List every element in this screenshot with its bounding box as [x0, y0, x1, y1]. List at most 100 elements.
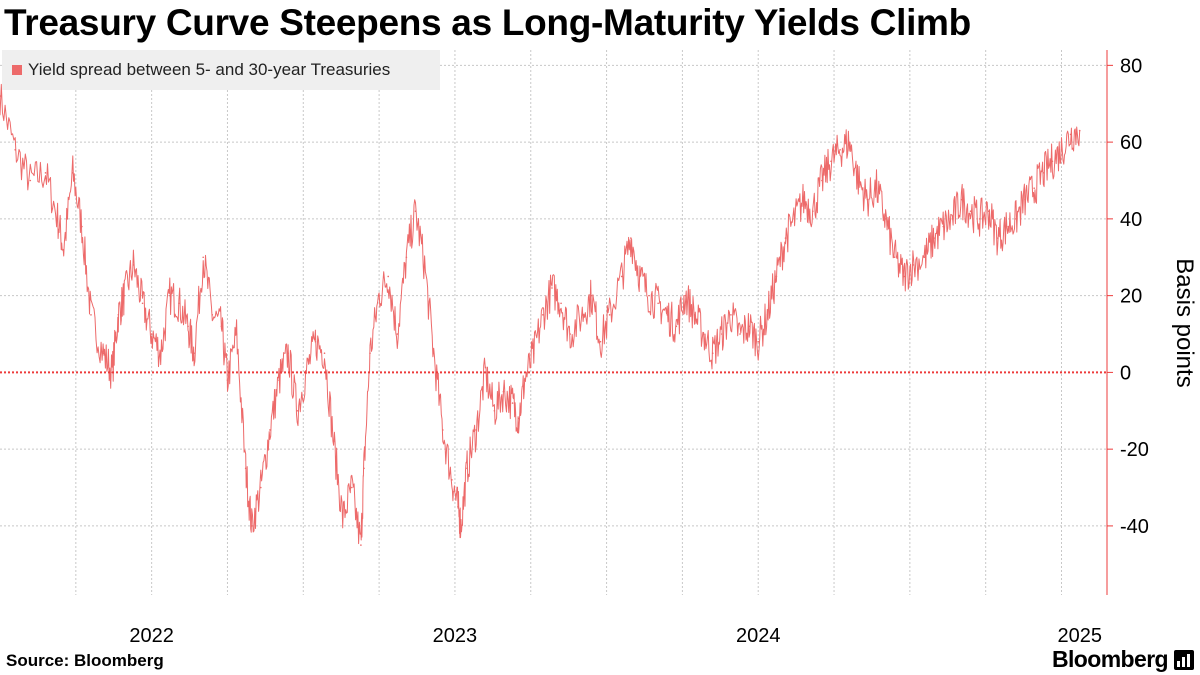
data-point	[235, 333, 238, 335]
data-point	[693, 314, 696, 316]
data-point	[924, 256, 926, 259]
data-point	[405, 256, 408, 259]
data-point	[866, 198, 869, 201]
data-point	[260, 486, 262, 489]
data-point	[269, 429, 271, 431]
data-point	[748, 325, 750, 328]
data-point	[702, 333, 705, 335]
data-point	[1006, 225, 1008, 228]
data-point	[141, 302, 144, 305]
data-point	[150, 333, 153, 335]
data-point	[123, 294, 126, 297]
data-point	[56, 218, 59, 220]
data-point	[969, 210, 972, 212]
data-point	[296, 409, 299, 412]
data-point	[542, 314, 544, 316]
data-point	[721, 333, 723, 335]
data-point	[423, 264, 426, 266]
data-point	[766, 314, 769, 316]
legend-swatch	[12, 65, 22, 75]
data-point	[1078, 129, 1081, 132]
data-point	[396, 333, 399, 335]
data-point	[363, 467, 365, 470]
data-point	[675, 325, 678, 328]
data-point	[62, 248, 65, 251]
data-point	[475, 429, 477, 431]
data-point	[839, 148, 841, 151]
data-point	[857, 179, 860, 182]
data-point	[117, 314, 120, 316]
source-note: Source: Bloomberg	[6, 651, 164, 670]
data-point	[517, 417, 520, 420]
y-tick-label: -40	[1120, 516, 1149, 538]
x-tick-label: 2022	[129, 625, 174, 647]
data-point	[442, 429, 444, 431]
data-point	[159, 352, 162, 355]
data-point	[493, 409, 496, 412]
series-layer	[0, 83, 1081, 546]
data-point	[657, 302, 659, 305]
data-point	[620, 275, 623, 278]
data-point	[211, 314, 214, 316]
data-point	[369, 352, 371, 355]
data-point	[71, 172, 74, 174]
data-point	[250, 525, 253, 527]
data-point	[987, 210, 990, 212]
data-point	[1060, 148, 1063, 151]
data-point	[812, 210, 814, 212]
y-tick-label: 0	[1120, 362, 1131, 384]
data-point	[830, 160, 832, 163]
data-point	[997, 237, 999, 239]
y-tick-label: 40	[1120, 209, 1142, 231]
data-point	[711, 352, 714, 355]
legend: Yield spread between 5- and 30-year Trea…	[2, 50, 440, 90]
page-title: Treasury Curve Steepens as Long-Maturity…	[4, 2, 971, 43]
y-tick-label: 20	[1120, 286, 1142, 308]
y-axis-label: Basis points	[1171, 258, 1198, 388]
data-point	[202, 256, 205, 259]
data-point	[666, 314, 669, 316]
brand-name: Bloomberg	[1052, 646, 1169, 672]
data-point	[912, 264, 914, 266]
y-tick-label: 60	[1120, 132, 1142, 154]
data-point	[1024, 198, 1026, 201]
data-point	[360, 544, 362, 546]
data-point	[44, 172, 47, 174]
data-point	[581, 314, 584, 316]
data-point	[532, 352, 535, 355]
data-point	[466, 467, 468, 470]
y-axis: -40 -20 0 20 40 60 80	[0, 50, 1149, 595]
data-point	[341, 517, 344, 520]
data-point	[193, 352, 195, 355]
data-point	[875, 187, 878, 189]
data-point	[502, 390, 505, 393]
data-point	[414, 210, 417, 212]
data-point	[378, 294, 380, 297]
data-point	[942, 225, 945, 228]
data-point	[81, 225, 83, 228]
data-point	[1051, 160, 1054, 163]
legend-label: Yield spread between 5- and 30-year Trea…	[28, 60, 391, 79]
data-point	[169, 294, 171, 297]
data-point	[323, 352, 326, 355]
data-point	[848, 141, 851, 143]
data-point	[902, 275, 905, 278]
data-point	[457, 505, 459, 508]
data-point	[244, 467, 247, 470]
data-point	[951, 218, 954, 220]
data-point	[757, 340, 760, 343]
data-point	[960, 198, 963, 201]
data-point	[933, 237, 935, 239]
series-line	[0, 83, 1081, 545]
data-point	[639, 275, 641, 278]
data-point	[560, 302, 562, 305]
data-point	[569, 333, 571, 335]
data-point	[351, 486, 353, 489]
bloomberg-terminal-icon	[1174, 649, 1194, 670]
data-point	[551, 287, 553, 289]
y-tick-label: -20	[1120, 439, 1149, 461]
data-point	[739, 333, 741, 335]
data-point	[29, 179, 32, 182]
data-point	[821, 179, 823, 182]
